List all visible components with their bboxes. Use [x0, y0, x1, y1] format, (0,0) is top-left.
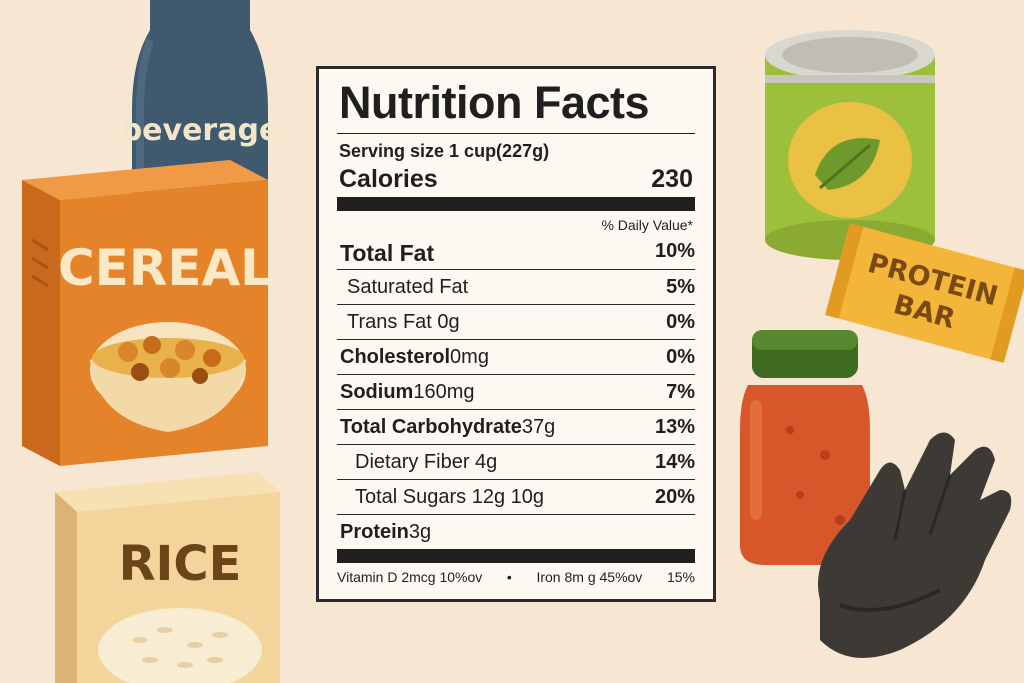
thick-divider — [337, 197, 695, 211]
nutrient-row: Total Carbohydrate37g 13% — [337, 409, 695, 443]
nutrient-name: Trans Fat 0g — [347, 311, 460, 334]
nutrient-row: Total Sugars 12g 10g 20% — [337, 479, 695, 513]
nutrient-row: Sodium160mg 7% — [337, 374, 695, 408]
nutrient-name: Saturated Fat — [347, 276, 468, 299]
calories-value: 230 — [651, 165, 693, 193]
nutrient-label: Total Sugars 12g 10g — [355, 486, 545, 508]
nutrient-name: Protein3g — [340, 521, 431, 544]
nutrient-label: Sodium — [340, 381, 414, 403]
nutrient-amount: 0mg — [450, 346, 489, 368]
cereal-box: CEREAL — [22, 160, 272, 466]
nutrient-daily-value: 0% — [666, 346, 695, 368]
nutrient-name: Total Sugars 12g 10g — [355, 486, 544, 509]
bottom-thick-divider — [337, 549, 695, 563]
green-can — [765, 30, 935, 260]
vitamins-line: Vitamin D 2mcg 10%ov • Iron 8m g 45%ov 1… — [337, 569, 695, 585]
nutrient-name: Dietary Fiber 4g — [355, 451, 497, 474]
nutrient-amount: 160mg — [413, 381, 475, 403]
daily-value-header: % Daily Value* — [601, 217, 693, 233]
vitamin-separator: • — [506, 569, 512, 585]
nutrient-daily-value: 7% — [666, 381, 695, 403]
nutrient-row: Dietary Fiber 4g 14% — [337, 444, 695, 478]
rice-label: RICE — [119, 536, 242, 592]
nutrient-daily-value: 20% — [654, 486, 695, 508]
rice-box: RICE — [55, 472, 280, 683]
nutrient-name: Total Fat — [340, 240, 434, 267]
calories-label: Calories — [339, 165, 438, 193]
glove — [818, 432, 1012, 658]
nutrient-row: Total Fat 10% — [337, 234, 695, 268]
nutrient-daily-value: 14% — [654, 451, 695, 473]
nutrient-label: Total Carbohydrate — [340, 416, 522, 438]
serving-size: Serving size 1 cup(227g) — [339, 141, 550, 161]
sauce-jar — [740, 330, 870, 565]
iron: Iron 8m g 45%ov — [536, 569, 643, 585]
vitamin-d: Vitamin D 2mcg 10%ov — [337, 569, 483, 585]
nutrient-label: Saturated Fat — [347, 276, 469, 298]
nutrient-label: Dietary Fiber 4g — [355, 451, 498, 473]
nutrient-amount: 3g — [408, 521, 432, 543]
divider — [337, 133, 695, 134]
nutrient-daily-value: 13% — [654, 416, 695, 438]
nutrient-row: Trans Fat 0g 0% — [337, 304, 695, 338]
nutrient-label: Cholesterol — [340, 346, 451, 368]
nutrient-daily-value: 10% — [654, 240, 695, 262]
vitamin-extra: 15% — [666, 569, 695, 585]
nutrient-name: Total Carbohydrate37g — [340, 416, 555, 439]
nutrient-row: Saturated Fat 5% — [337, 269, 695, 303]
nutrient-name: Sodium160mg — [340, 381, 475, 404]
beverage-bottle: beverage — [121, 0, 280, 200]
cereal-label: CEREAL — [58, 239, 272, 297]
nutrient-label: Protein — [340, 521, 409, 543]
nutrient-label: Total Fat — [340, 240, 435, 266]
nutrition-label: Nutrition Facts Serving size 1 cup(227g)… — [316, 66, 716, 602]
nutrient-daily-value: 0% — [666, 311, 695, 333]
nutrient-daily-value: 5% — [666, 276, 695, 298]
nutrient-name: Cholesterol0mg — [340, 346, 489, 369]
nutrient-label: Trans Fat 0g — [347, 311, 460, 333]
protein-bar: PROTEIN BAR — [825, 223, 1024, 363]
nutrient-row: Protein3g — [337, 514, 695, 548]
nutrient-amount: 37g — [521, 416, 556, 438]
nutrient-row: Cholesterol0mg 0% — [337, 339, 695, 373]
bottle-label: beverage — [121, 113, 280, 148]
label-title: Nutrition Facts — [339, 77, 650, 128]
